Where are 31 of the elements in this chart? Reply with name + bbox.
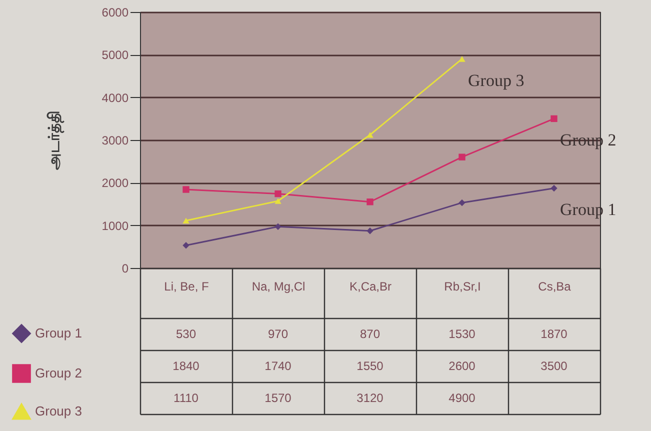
y-tick-label: 6000 <box>102 6 129 20</box>
text: Group 3 <box>468 70 524 90</box>
data-label: 1740 <box>264 359 292 373</box>
data-label: 1840 <box>172 359 200 373</box>
y-tick-label: 0 <box>122 262 129 276</box>
y-tick-label: 5000 <box>102 48 129 62</box>
data-label: 970 <box>268 327 288 341</box>
x-tick-label: Na, Mg,Cl <box>252 280 306 294</box>
x-tick-label: K,Ca,Br <box>349 280 392 294</box>
data-label: 870 <box>360 327 380 341</box>
data-label: 1530 <box>448 327 476 341</box>
legend-label: Group 1 <box>35 326 82 340</box>
data-label: 3120 <box>356 391 384 405</box>
data-label: 1870 <box>540 327 568 341</box>
x-tick-label: Cs,Ba <box>538 280 572 294</box>
x-tick-label: Rb,Sr,I <box>444 280 481 294</box>
data-label: 3500 <box>540 359 568 373</box>
y-axis-title: அடர்த்தி <box>46 111 64 170</box>
legend-label: Group 3 <box>35 404 82 418</box>
data-label: 530 <box>176 327 196 341</box>
y-tick-label: 2000 <box>102 176 129 190</box>
data-label: 1550 <box>356 359 384 373</box>
data-label: 4900 <box>448 391 476 405</box>
y-tick-label: 3000 <box>102 134 129 148</box>
y-tick-label: 1000 <box>102 218 129 233</box>
legend-label: Group 2 <box>35 366 82 380</box>
x-tick-label: Li, Be, F <box>164 280 209 294</box>
data-label: 1110 <box>174 391 199 405</box>
data-label: 1570 <box>264 391 292 405</box>
data-label: 2600 <box>448 359 476 373</box>
y-tick-label: 4000 <box>102 90 129 105</box>
